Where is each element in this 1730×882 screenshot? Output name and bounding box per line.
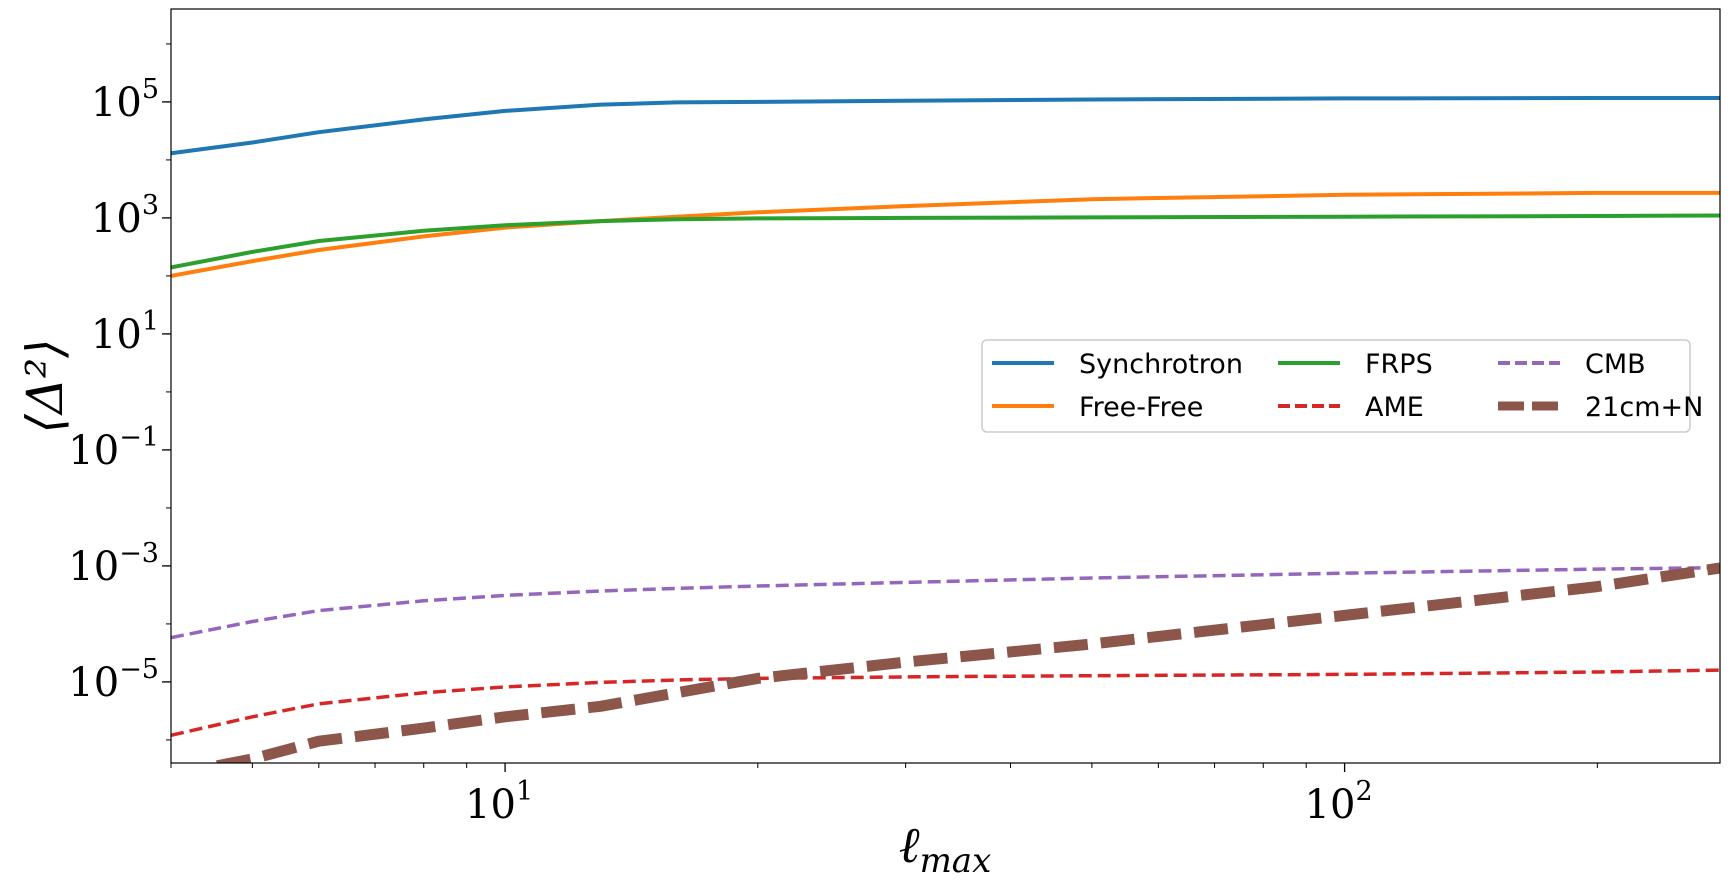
y-tick-label-exp: 1 [142, 306, 159, 337]
y-tick-label-exp: −5 [119, 654, 159, 685]
x-axis-title-sub: max [920, 841, 992, 881]
y-tick-label-exp: 5 [142, 74, 159, 105]
y-tick-label: 10−3 [68, 538, 159, 590]
y-tick-label: 10−1 [68, 422, 159, 474]
legend: Synchrotron Free-Free FRPS AME CMB 21cm+N [981, 339, 1703, 433]
y-tick-label-base: 10 [68, 544, 119, 590]
y-tick-label: 105 [91, 74, 159, 126]
legend-label: FRPS [1365, 349, 1433, 380]
x-axis-title-base: ℓ [899, 816, 920, 874]
y-tick-label-base: 10 [68, 428, 119, 474]
x-tick-label-base: 10 [465, 782, 516, 828]
y-tick-label-base: 10 [91, 312, 142, 358]
y-axis-title: ⟨Δ²⟩ [16, 338, 74, 433]
y-tick-label: 101 [91, 306, 159, 358]
y-tick-label-exp: −1 [119, 422, 159, 453]
legend-label: CMB [1585, 349, 1646, 380]
x-axis-title: ℓmax [899, 816, 992, 881]
x-tick-label-exp: 2 [1355, 776, 1372, 807]
series-line-free-free [171, 190, 1720, 278]
legend-label: AME [1365, 392, 1424, 423]
y-tick-label-exp: −3 [119, 538, 159, 569]
y-tick-label: 10−5 [68, 654, 159, 706]
plot-frame [170, 8, 1721, 764]
legend-label: 21cm+N [1585, 392, 1703, 423]
legend-label: Synchrotron [1079, 349, 1243, 380]
series-line-synchrotron [171, 96, 1720, 156]
y-tick-label-base: 10 [91, 196, 142, 242]
legend-label: Free-Free [1079, 392, 1203, 423]
y-tick-label-base: 10 [91, 80, 142, 126]
series-layer [171, 96, 1720, 763]
y-tick-label: 103 [91, 190, 159, 242]
series-line-21cm-n [202, 562, 1720, 763]
x-tick-label-exp: 1 [516, 776, 533, 807]
x-tick-label: 101 [465, 776, 533, 828]
y-tick-label-base: 10 [68, 660, 119, 706]
series-line-frps [171, 213, 1720, 270]
x-tick-label: 102 [1305, 776, 1373, 828]
x-tick-label-base: 10 [1305, 782, 1356, 828]
y-tick-label-exp: 3 [142, 190, 159, 221]
